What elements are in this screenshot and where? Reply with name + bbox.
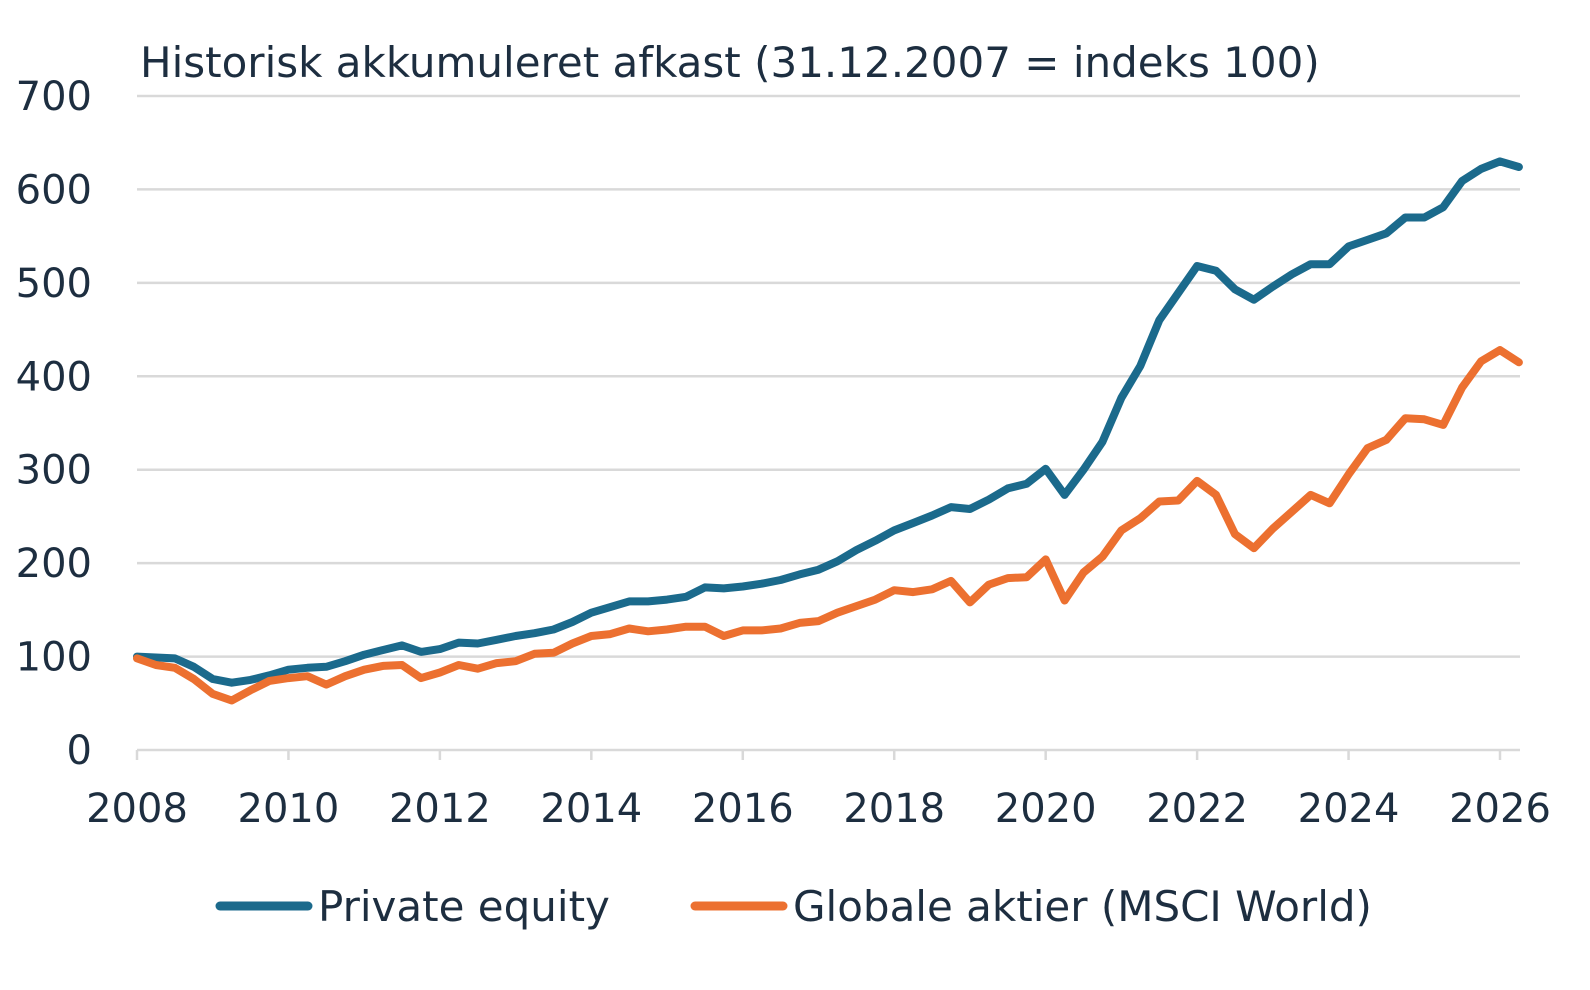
legend: Private equity Globale aktier (MSCI World… <box>215 882 1372 931</box>
x-tick-label: 2016 <box>692 786 794 832</box>
x-tick-label: 2022 <box>1146 786 1248 832</box>
x-tick-label: 2014 <box>540 786 642 832</box>
x-axis: 2008 2010 2012 2014 2016 2018 2020 2022 2024 2026 <box>86 748 1551 832</box>
y-tick-label: 400 <box>16 354 92 400</box>
y-tick-label: 600 <box>16 167 92 213</box>
y-tick-label: 300 <box>16 448 92 494</box>
y-tick-label: 200 <box>16 541 92 587</box>
x-tick-label: 2018 <box>843 786 945 832</box>
series-line-global-equities <box>133 346 1523 705</box>
gridlines <box>137 94 1520 658</box>
y-tick-label: 0 <box>67 728 92 774</box>
y-tick-label: 500 <box>16 261 92 307</box>
x-tick-label: 2024 <box>1298 786 1400 832</box>
y-tick-label: 100 <box>16 635 92 681</box>
y-axis-tick-labels: 0 100 200 300 400 500 600 700 <box>16 74 92 774</box>
legend-label: Globale aktier (MSCI World) <box>793 882 1372 931</box>
x-tick-label: 2020 <box>995 786 1097 832</box>
chart-title: Historisk akkumuleret afkast (31.12.2007… <box>140 38 1320 87</box>
x-tick-label: 2012 <box>389 786 491 832</box>
x-tick-label: 2008 <box>86 786 188 832</box>
series-lines <box>133 157 1523 705</box>
series-line-private-equity <box>133 157 1523 687</box>
x-tick-label: 2010 <box>238 786 340 832</box>
legend-label: Private equity <box>318 882 610 931</box>
x-tick-label: 2026 <box>1449 786 1551 832</box>
y-tick-label: 700 <box>16 74 92 120</box>
